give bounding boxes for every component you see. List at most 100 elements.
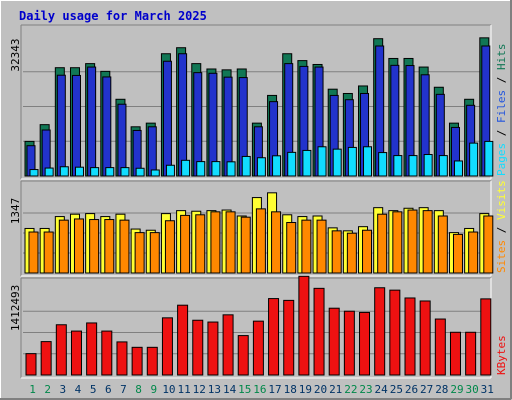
legend-pages: Pages [495,143,508,176]
bar-files [256,157,266,177]
x-day-label: 30 [466,383,479,396]
bar-files [317,146,327,177]
bar-kbytes [192,319,204,376]
legend-sep1: / [495,220,508,240]
x-day-label: 11 [177,383,190,396]
x-day-label: 28 [435,383,448,396]
x-day-label: 2 [44,383,51,396]
bar-sites [180,214,191,274]
bar-files [332,148,342,177]
bar-pages [223,76,233,177]
x-day-label: 15 [238,383,251,396]
bar-files [484,140,494,177]
bar-files [363,146,373,177]
bar-sites [392,211,403,274]
bar-kbytes [313,287,325,376]
bar-sites [255,208,266,274]
bar-sites [286,222,297,274]
legend: Sites / Visits [495,180,508,273]
bar-kbytes [343,310,355,376]
x-day-label: 6 [105,383,112,396]
x-day-label: 10 [162,383,175,396]
bar-pages [56,74,66,177]
bar-kbytes [40,341,52,376]
x-day-label: 5 [90,383,97,396]
bar-sites [225,211,236,274]
bar-files [393,155,403,177]
bar-files [165,164,175,177]
bar-kbytes [404,297,416,376]
chart-panels: 32343 Pages / Files / Hits 1347 Sites / Vis… [9,24,508,379]
bar-files [196,161,206,177]
bar-pages [117,103,127,177]
bar-files [241,155,251,177]
legend-kbytes: KBytes [495,335,508,375]
x-day-label: 12 [193,383,206,396]
y-axis-max-label: 1347 [9,198,22,225]
x-day-label: 17 [268,383,281,396]
legend-files: Files [495,90,508,123]
x-day-label: 18 [284,383,297,396]
bar-files [135,167,145,177]
x-day-label: 27 [420,383,433,396]
y-axis-max-label: 1412493 [9,285,22,331]
bar-sites [377,213,388,274]
bar-kbytes [101,330,113,376]
bar-sites [316,219,327,274]
bar-sites [301,219,312,274]
bar-sites [483,215,494,274]
bar-sites [468,231,479,274]
bar-files [438,155,448,177]
legend-hits: Hits [495,44,508,71]
bar-files [453,160,463,177]
x-day-label: 13 [208,383,221,396]
bar-kbytes [328,307,340,376]
bar-sites [362,229,373,274]
bar-pages [208,72,218,177]
bar-sites [119,219,130,274]
bar-sites [346,232,357,274]
bar-kbytes [70,330,82,376]
x-day-label: 16 [253,383,266,396]
bar-sites [407,209,418,274]
bar-sites [422,210,433,274]
bar-sites [437,215,448,274]
bar-sites [73,218,84,274]
bar-pages [71,74,81,177]
legend-sep1: / [495,123,508,143]
bar-kbytes [298,275,310,376]
bar-sites [89,219,100,274]
x-day-label: 14 [223,383,237,396]
bar-kbytes [222,314,234,376]
bar-files [287,151,297,177]
bar-files [302,149,312,177]
x-day-label: 23 [359,383,372,396]
x-day-label: 9 [150,383,157,396]
bar-kbytes [207,321,219,376]
bar-files [150,169,160,177]
bar-pages [178,53,188,177]
bar-sites [240,216,251,274]
bar-sites [58,219,69,274]
bar-sites [164,220,175,274]
bar-sites [195,214,206,274]
bar-files [29,169,39,177]
x-day-label: 25 [390,383,403,396]
bar-pages [193,72,203,177]
legend: Pages / Files / Hits [495,44,508,177]
bar-files [226,161,236,177]
x-day-label: 21 [329,383,342,396]
bar-pages [162,60,172,177]
bar-files [44,167,54,177]
x-day-label: 31 [481,383,494,396]
bar-kbytes [161,317,173,376]
x-day-label: 1 [29,383,36,396]
legend: KBytes [495,335,508,375]
x-day-label: 3 [60,383,67,396]
bar-files [120,167,130,177]
x-day-label: 22 [344,383,357,396]
bar-kbytes [465,331,477,376]
bar-kbytes [177,304,189,376]
bar-kbytes [374,287,386,376]
